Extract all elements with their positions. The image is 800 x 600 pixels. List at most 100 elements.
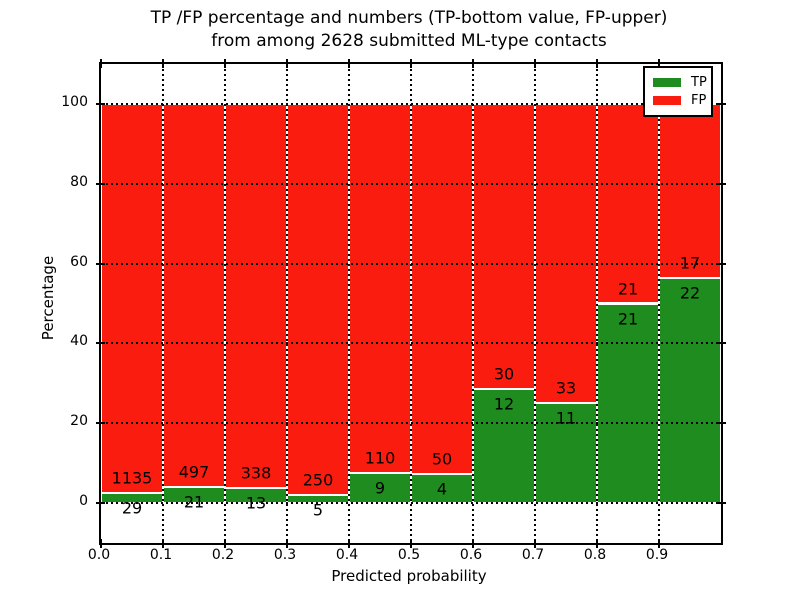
tp-count-label: 21 — [617, 309, 639, 328]
fp-count-label: 1135 — [111, 468, 153, 488]
vertical-gridline — [596, 64, 598, 543]
y-tick-mark — [96, 422, 105, 425]
fp-count-label: 17 — [679, 253, 701, 273]
x-tick-mark-top — [100, 59, 102, 68]
x-tick-mark-top — [224, 59, 226, 68]
fp-bar-segment — [535, 103, 597, 404]
x-tick-label: 0.6 — [459, 547, 483, 563]
y-tick-label: 0 — [79, 493, 88, 510]
tp-count-label: 21 — [183, 492, 205, 512]
fp-bar-segment — [225, 103, 287, 489]
vertical-gridline — [286, 64, 288, 543]
tp-count-label: 12 — [493, 394, 515, 414]
chart-title-line2: from among 2628 submitted ML-type contac… — [211, 30, 607, 51]
tp-count-label: 29 — [121, 498, 143, 518]
tp-count-label: 9 — [374, 478, 386, 498]
fp-bar-segment — [349, 103, 411, 473]
x-tick-mark — [472, 539, 474, 548]
y-tick-label: 80 — [70, 173, 88, 190]
tp-count-label: 13 — [245, 493, 267, 513]
fp-legend-swatch — [653, 96, 681, 105]
x-tick-label: 0.7 — [521, 547, 545, 563]
vertical-gridline — [472, 64, 474, 543]
y-tick-label: 100 — [61, 93, 88, 110]
fp-count-label: 50 — [431, 449, 453, 468]
x-tick-mark — [348, 539, 350, 548]
fp-count-label: 250 — [302, 470, 334, 490]
vertical-gridline — [224, 64, 226, 543]
fp-bar-segment — [101, 103, 163, 494]
y-tick-mark — [96, 182, 105, 185]
horizontal-gridline — [101, 262, 721, 265]
tp-count-label: 4 — [436, 479, 448, 498]
fp-count-label: 497 — [178, 462, 210, 482]
horizontal-gridline — [101, 502, 721, 505]
chart-title: TP /FP percentage and numbers (TP-bottom… — [99, 7, 719, 52]
x-tick-label: 0.9 — [645, 547, 669, 563]
legend-entry: FP — [653, 93, 707, 108]
fp-count-label: 30 — [493, 364, 515, 384]
legend-entry-label: FP — [691, 93, 707, 108]
x-tick-label: 0.5 — [397, 547, 421, 563]
horizontal-gridline — [101, 422, 721, 425]
y-tick-mark-right — [717, 102, 726, 105]
y-tick-mark-right — [717, 502, 726, 505]
x-tick-mark-top — [348, 59, 350, 68]
fp-bar-segment — [411, 103, 473, 474]
x-tick-label: 0.8 — [583, 547, 607, 563]
y-tick-mark — [96, 262, 105, 265]
x-tick-mark-top — [658, 59, 660, 68]
vertical-gridline — [348, 64, 350, 543]
x-tick-label: 0.4 — [335, 547, 359, 563]
x-tick-label: 0.1 — [149, 547, 173, 563]
y-tick-mark — [96, 502, 105, 505]
x-tick-mark-top — [596, 59, 598, 68]
tp-count-label: 22 — [679, 283, 701, 303]
x-tick-mark-top — [162, 59, 164, 68]
x-tick-mark — [100, 539, 102, 548]
fp-bar-segment — [659, 103, 721, 278]
fp-bar-segment — [473, 103, 535, 390]
fp-count-label: 33 — [555, 378, 577, 398]
vertical-gridline — [162, 64, 164, 543]
y-tick-label: 60 — [70, 253, 88, 270]
legend: TP FP — [643, 66, 713, 117]
chart-title-line1: TP /FP percentage and numbers (TP-bottom… — [150, 8, 668, 28]
x-tick-mark — [534, 539, 536, 548]
plot-area: 1135 29 497 21 338 13 250 5 110 9 50 4 30 12 33 11 21 21 1… — [96, 59, 726, 548]
y-tick-mark — [96, 342, 105, 345]
horizontal-gridline — [101, 102, 721, 105]
horizontal-gridline — [101, 182, 721, 185]
fp-bar-segment — [597, 103, 659, 304]
legend-entry-label: TP — [691, 75, 707, 90]
x-tick-mark — [410, 539, 412, 548]
tp-bar-segment — [659, 277, 721, 504]
x-tick-mark-top — [534, 59, 536, 68]
fp-bar-segment — [163, 103, 225, 487]
x-tick-mark — [596, 539, 598, 548]
y-tick-mark-right — [717, 182, 726, 185]
vertical-gridline — [534, 64, 536, 543]
x-tick-mark-top — [472, 59, 474, 68]
y-tick-mark — [96, 102, 105, 105]
y-tick-mark-right — [717, 422, 726, 425]
fp-count-label: 110 — [364, 448, 396, 468]
vertical-gridline — [658, 64, 660, 543]
x-tick-mark — [658, 539, 660, 548]
x-tick-mark-top — [286, 59, 288, 68]
fp-count-label: 21 — [617, 279, 639, 298]
tp-count-label: 5 — [312, 500, 324, 520]
tp-count-label: 11 — [555, 408, 577, 428]
x-tick-label: 0.3 — [273, 547, 297, 563]
horizontal-gridline — [101, 342, 721, 345]
y-tick-mark-right — [717, 262, 726, 265]
vertical-gridline — [410, 64, 412, 543]
x-tick-mark — [224, 539, 226, 548]
x-tick-label: 0.2 — [211, 547, 235, 563]
x-tick-mark — [286, 539, 288, 548]
x-axis-label: Predicted probability — [331, 567, 487, 585]
y-tick-mark-right — [717, 342, 726, 345]
fp-bar-segment — [287, 103, 349, 496]
x-tick-mark — [162, 539, 164, 548]
legend-entry: TP — [653, 75, 707, 90]
